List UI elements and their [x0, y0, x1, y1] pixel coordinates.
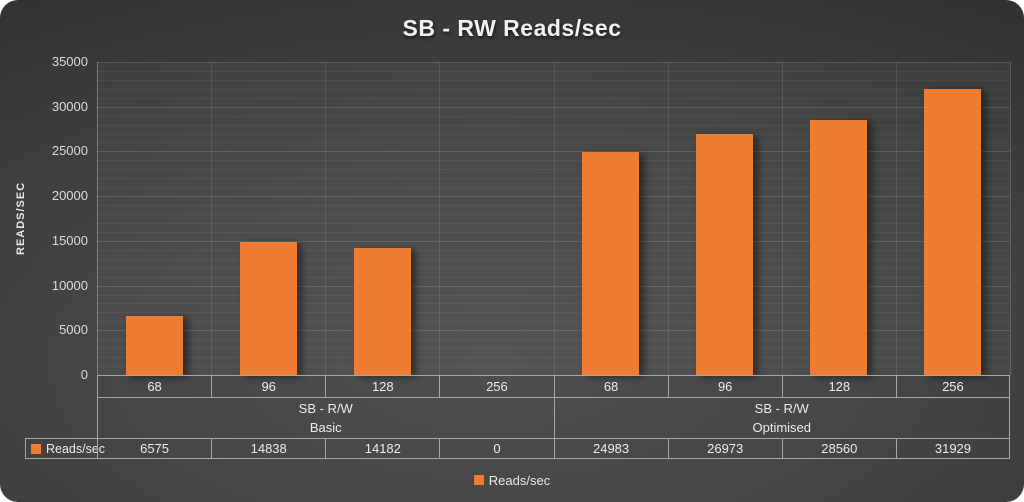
y-tick-label: 15000 [51, 232, 88, 248]
legend: Reads/sec [0, 470, 1024, 490]
series-header-cell: Reads/sec [25, 438, 105, 459]
y-axis-line [97, 62, 98, 375]
group-sublabel: Basic [309, 419, 342, 435]
category-gridline [325, 62, 327, 375]
major-gridline [97, 151, 1010, 153]
bar [582, 151, 640, 375]
value-cell: 14182 [325, 438, 440, 459]
legend-label: Reads/sec [488, 472, 551, 488]
minor-gridline [97, 249, 1010, 251]
group-label: SB - R/W [754, 401, 809, 417]
category-cell: 68 [97, 375, 212, 397]
value-cell: 26973 [667, 438, 782, 459]
legend-key-icon [31, 443, 41, 454]
group-label: SB - R/W [298, 401, 353, 417]
category-cell: 256 [895, 375, 1010, 397]
minor-gridline [97, 339, 1010, 341]
minor-gridline [97, 231, 1010, 233]
value-cell: 6575 [97, 438, 212, 459]
minor-gridline [97, 97, 1010, 99]
minor-gridline [97, 187, 1010, 189]
minor-gridline [97, 267, 1010, 269]
value-cell: 24983 [553, 438, 668, 459]
value-cell: 14838 [211, 438, 326, 459]
group-cell-basic: SB - R/W Basic [97, 397, 554, 438]
major-gridline [97, 196, 1010, 198]
minor-gridline [97, 88, 1010, 90]
major-gridline [97, 285, 1010, 287]
minor-gridline [97, 115, 1010, 117]
minor-gridline [97, 70, 1010, 72]
minor-gridline [97, 133, 1010, 135]
y-tick-label: 10000 [51, 277, 88, 293]
group-cell-optimised: SB - R/W Optimised [553, 397, 1010, 438]
minor-gridline [97, 258, 1010, 260]
category-cell: 128 [781, 375, 896, 397]
y-tick-label: 0 [80, 367, 88, 382]
major-gridline [97, 240, 1010, 242]
category-gridline [553, 62, 555, 375]
minor-gridline [97, 357, 1010, 359]
bar [696, 133, 754, 375]
minor-gridline [97, 312, 1010, 314]
minor-gridline [97, 222, 1010, 224]
category-gridline [781, 62, 783, 375]
minor-gridline [97, 276, 1010, 278]
category-gridline [1010, 62, 1011, 375]
plot-area [97, 62, 1011, 375]
category-cell: 256 [439, 375, 554, 397]
minor-gridline [97, 321, 1010, 323]
category-gridline [439, 62, 441, 375]
legend-key-icon [473, 475, 484, 485]
value-cell: 31929 [895, 438, 1010, 459]
minor-gridline [97, 169, 1010, 171]
category-cell: 68 [553, 375, 668, 397]
category-cell: 96 [211, 375, 326, 397]
minor-gridline [97, 214, 1010, 216]
category-gridline [211, 62, 213, 375]
y-tick-label: 35000 [51, 54, 88, 69]
y-tick-label: 25000 [51, 143, 88, 159]
bar [125, 316, 183, 375]
minor-gridline [97, 124, 1010, 126]
value-cell: 0 [439, 438, 554, 459]
category-cell: 128 [325, 375, 440, 397]
minor-gridline [97, 142, 1010, 144]
major-gridline [97, 106, 1010, 108]
minor-gridline [97, 348, 1010, 350]
series-header-label: Reads/sec [46, 441, 106, 456]
minor-gridline [97, 205, 1010, 207]
chart-title: SB - RW Reads/sec [402, 15, 622, 41]
major-gridline [97, 330, 1010, 332]
minor-gridline [97, 79, 1010, 81]
major-gridline [97, 62, 1010, 63]
bar [810, 119, 868, 375]
minor-gridline [97, 178, 1010, 180]
value-cell: 28560 [781, 438, 896, 459]
y-tick-label: 30000 [51, 98, 88, 114]
minor-gridline [97, 303, 1010, 305]
bar [239, 242, 297, 375]
bar [924, 89, 982, 375]
minor-gridline [97, 160, 1010, 162]
category-gridline [667, 62, 669, 375]
minor-gridline [97, 294, 1010, 296]
category-cell: 96 [667, 375, 782, 397]
category-gridline [895, 62, 897, 375]
bar [353, 248, 411, 375]
group-sublabel: Optimised [752, 419, 812, 435]
minor-gridline [97, 366, 1010, 368]
y-tick-label: 5000 [59, 322, 88, 338]
y-tick-label: 20000 [51, 188, 88, 204]
